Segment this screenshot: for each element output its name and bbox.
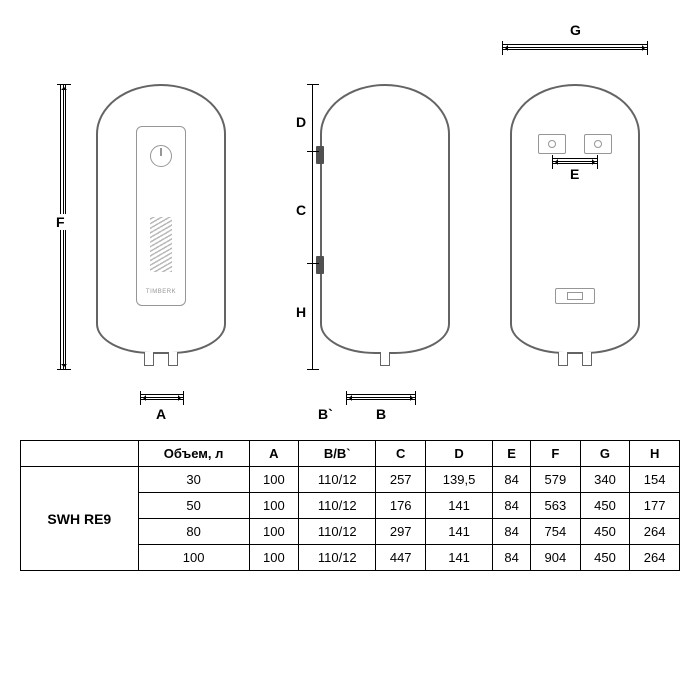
table-cell: 563 bbox=[531, 493, 581, 519]
dim-A-label: A bbox=[154, 406, 168, 422]
back-slots bbox=[538, 134, 612, 154]
dim-D-label: D bbox=[294, 114, 308, 130]
table-body: SWH RE930100110/12257139,584579340154501… bbox=[21, 467, 680, 571]
front-view: TIMBERK F A bbox=[60, 84, 226, 400]
dim-E bbox=[552, 158, 598, 164]
table-cell: 257 bbox=[376, 467, 426, 493]
table-cell: 141 bbox=[426, 519, 493, 545]
table-cell: 264 bbox=[630, 519, 680, 545]
col-header: H bbox=[630, 441, 680, 467]
spec-table: Объем, л A B/B` C D E F G H SWH RE930100… bbox=[20, 440, 680, 571]
dim-H bbox=[312, 264, 313, 370]
tank-back bbox=[510, 84, 640, 354]
dim-B-label: B bbox=[374, 406, 388, 422]
col-header: Объем, л bbox=[138, 441, 249, 467]
pipe-side bbox=[380, 352, 390, 366]
table-cell: 754 bbox=[531, 519, 581, 545]
bracket-bottom bbox=[316, 256, 324, 274]
table-cell: 84 bbox=[493, 545, 531, 571]
tank-front: TIMBERK bbox=[96, 84, 226, 354]
dim-B bbox=[346, 394, 416, 400]
pipes bbox=[144, 352, 178, 366]
col-header: G bbox=[580, 441, 630, 467]
col-header: B/B` bbox=[299, 441, 376, 467]
table-cell: 450 bbox=[580, 493, 630, 519]
pipes-back bbox=[558, 352, 592, 366]
table-cell: 110/12 bbox=[299, 519, 376, 545]
table-cell: 139,5 bbox=[426, 467, 493, 493]
slot-left bbox=[538, 134, 566, 154]
table-cell: 110/12 bbox=[299, 545, 376, 571]
table-cell: 80 bbox=[138, 519, 249, 545]
table-cell: 141 bbox=[426, 493, 493, 519]
col-header: A bbox=[249, 441, 299, 467]
dial-icon bbox=[150, 145, 172, 167]
table-cell: 176 bbox=[376, 493, 426, 519]
bracket-top bbox=[316, 146, 324, 164]
table-cell: 30 bbox=[138, 467, 249, 493]
table-cell: 264 bbox=[630, 545, 680, 571]
table-cell: 100 bbox=[249, 545, 299, 571]
bottom-plate-icon bbox=[555, 288, 595, 304]
pipe-left bbox=[144, 352, 154, 366]
col-header: D bbox=[426, 441, 493, 467]
control-panel: TIMBERK bbox=[136, 126, 186, 306]
diagram-area: TIMBERK F A D bbox=[20, 20, 680, 400]
table-cell: 50 bbox=[138, 493, 249, 519]
col-header: E bbox=[493, 441, 531, 467]
table-cell: 141 bbox=[426, 545, 493, 571]
table-cell: 110/12 bbox=[299, 493, 376, 519]
back-view: G E bbox=[510, 44, 640, 400]
brand-label: TIMBERK bbox=[146, 289, 176, 295]
table-cell: 450 bbox=[580, 545, 630, 571]
table-cell: 100 bbox=[249, 467, 299, 493]
pipes-side bbox=[380, 352, 390, 366]
dim-G bbox=[502, 44, 648, 50]
model-cell: SWH RE9 bbox=[21, 467, 139, 571]
table-cell: 100 bbox=[138, 545, 249, 571]
table-cell: 447 bbox=[376, 545, 426, 571]
table-cell: 84 bbox=[493, 519, 531, 545]
table-cell: 450 bbox=[580, 519, 630, 545]
col-header: F bbox=[531, 441, 581, 467]
table-cell: 100 bbox=[249, 519, 299, 545]
table-cell: 110/12 bbox=[299, 467, 376, 493]
col-header: C bbox=[376, 441, 426, 467]
table-cell: 297 bbox=[376, 519, 426, 545]
dim-C bbox=[312, 152, 313, 264]
dim-H-label: H bbox=[294, 304, 308, 320]
table-header-row: Объем, л A B/B` C D E F G H bbox=[21, 441, 680, 467]
table-cell: 100 bbox=[249, 493, 299, 519]
dim-Bprime-label: B` bbox=[316, 406, 335, 422]
model-header bbox=[21, 441, 139, 467]
dim-G-label: G bbox=[568, 22, 583, 38]
pipe-back-l bbox=[558, 352, 568, 366]
table-cell: 84 bbox=[493, 467, 531, 493]
table-row: SWH RE930100110/12257139,584579340154 bbox=[21, 467, 680, 493]
dim-F-label: F bbox=[54, 214, 67, 230]
dim-A bbox=[140, 394, 184, 400]
dim-E-label: E bbox=[568, 166, 581, 182]
table-cell: 154 bbox=[630, 467, 680, 493]
table-cell: 340 bbox=[580, 467, 630, 493]
table-cell: 904 bbox=[531, 545, 581, 571]
vent-icon bbox=[150, 217, 172, 272]
pipe-right bbox=[168, 352, 178, 366]
table-cell: 579 bbox=[531, 467, 581, 493]
dim-C-label: C bbox=[294, 202, 308, 218]
table-cell: 84 bbox=[493, 493, 531, 519]
side-view: D C H B` B bbox=[286, 84, 450, 400]
slot-right bbox=[584, 134, 612, 154]
tank-side bbox=[320, 84, 450, 354]
pipe-back-r bbox=[582, 352, 592, 366]
table-cell: 177 bbox=[630, 493, 680, 519]
dim-D bbox=[312, 84, 313, 152]
